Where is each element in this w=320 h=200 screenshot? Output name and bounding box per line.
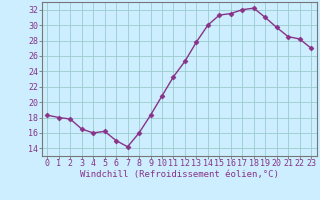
X-axis label: Windchill (Refroidissement éolien,°C): Windchill (Refroidissement éolien,°C) (80, 170, 279, 179)
